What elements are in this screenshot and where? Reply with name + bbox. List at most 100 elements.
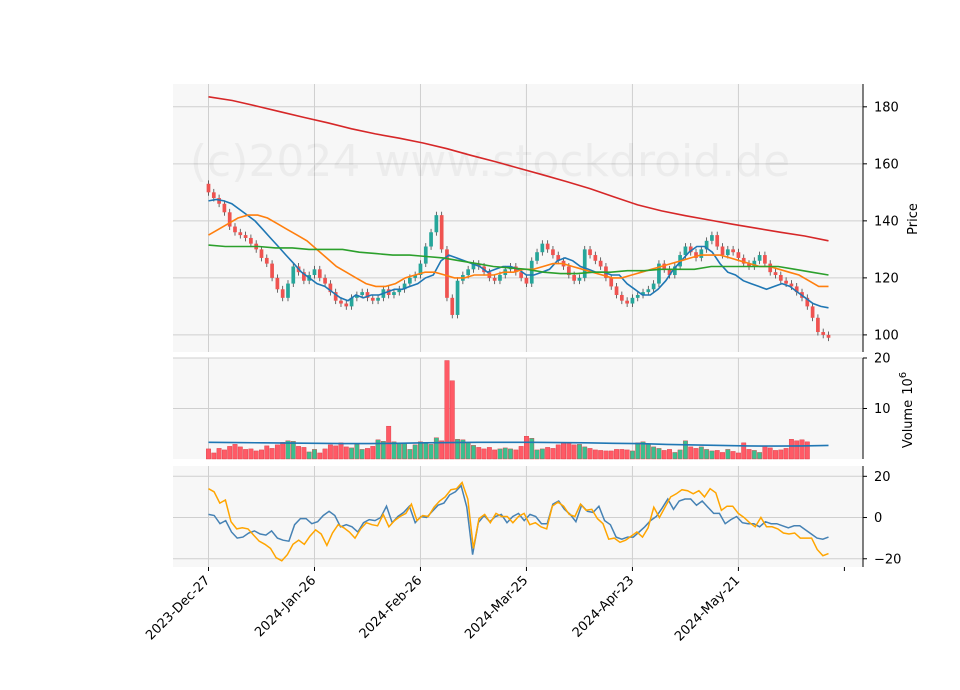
volume-axis-exponent: 6 (898, 372, 909, 378)
volume-bar (296, 446, 302, 460)
volume-bar (481, 448, 487, 460)
volume-bar (232, 444, 238, 460)
volume-bar (534, 449, 540, 460)
volume-bar (804, 441, 810, 460)
candle-body (588, 249, 592, 256)
volume-bar (502, 447, 508, 460)
oscillator-line (208, 481, 829, 562)
candle-body (217, 198, 221, 204)
candle-body (757, 255, 762, 261)
volume-bar (221, 449, 227, 460)
volume-axis-label: Volume 106 (898, 372, 916, 448)
volume-bar (730, 451, 736, 460)
volume-bar (343, 446, 349, 460)
volume-bar (216, 448, 222, 460)
volume-bar (799, 439, 805, 460)
volume-bar (767, 447, 773, 460)
candle-body (651, 283, 656, 290)
candle-body (418, 263, 423, 276)
volume-bar (725, 449, 731, 460)
volume-bar (206, 448, 211, 460)
candle-body (376, 297, 380, 301)
candle-body (333, 292, 338, 301)
volume-bar (227, 446, 233, 460)
candle-body (540, 243, 545, 253)
volume-bar (720, 452, 725, 460)
volume-bar (529, 438, 535, 460)
volume-bar (449, 380, 455, 460)
candle-body (619, 294, 624, 301)
candle-body (657, 263, 661, 284)
y-tick-label: 100 (874, 328, 899, 343)
volume-bar (746, 449, 752, 460)
candle-body (747, 263, 751, 267)
volume-bar (423, 443, 429, 460)
volume-bar (259, 449, 264, 460)
candle-body (429, 232, 433, 247)
volume-bar (656, 448, 662, 460)
volume-bar (545, 447, 551, 460)
volume-bar (635, 442, 641, 460)
candle-body (445, 249, 449, 298)
candle-body (725, 249, 730, 256)
candle-body (662, 263, 667, 270)
volume-bar (672, 452, 678, 460)
y-tick-label: 0 (874, 511, 882, 526)
candle-body (349, 297, 354, 307)
volume-bar (486, 447, 492, 460)
candle-body (789, 283, 794, 287)
candle-body (355, 294, 359, 298)
candle-body (593, 255, 598, 261)
volume-bar (338, 442, 344, 460)
y-tick-label: 160 (874, 157, 899, 172)
volume-bar (524, 436, 529, 460)
volume-bar (513, 449, 519, 460)
volume-axis-unit: 10 (901, 378, 916, 395)
volume-bar (237, 446, 243, 460)
price-axis-label: Price (906, 203, 921, 235)
volume-bar (465, 442, 471, 460)
volume-bar (359, 449, 365, 460)
volume-bar (608, 450, 614, 460)
volume-bar (555, 444, 561, 460)
y-tick-label: 120 (874, 271, 899, 286)
volume-bar (603, 450, 609, 460)
volume-bar (788, 439, 794, 460)
candle-body (810, 306, 815, 318)
candle-body (577, 277, 582, 281)
volume-bar (751, 450, 757, 460)
moving-average-line (208, 244, 829, 276)
candle-body (609, 277, 614, 287)
candle-body (598, 260, 603, 267)
candle-body (535, 252, 539, 261)
volume-bar (778, 449, 784, 460)
volume-bar (497, 448, 503, 460)
volume-bar (566, 442, 572, 460)
volume-bar (630, 450, 635, 460)
candle-body (704, 240, 709, 250)
candle-body (826, 334, 831, 338)
candle-body (816, 317, 820, 333)
x-tick-label: 2024-Feb-26 (357, 573, 426, 642)
candle-body (710, 235, 714, 241)
volume-bar (592, 449, 598, 460)
volume-bar (264, 445, 270, 460)
candle-body (529, 260, 534, 284)
volume-bar (735, 452, 741, 460)
oscillator-line (208, 484, 829, 555)
candle-body (259, 249, 264, 258)
candle-body (286, 283, 290, 298)
volume-bar (550, 448, 556, 460)
candle-body (413, 275, 418, 278)
volume-bar (741, 442, 747, 460)
candle-body (551, 249, 555, 256)
candle-body (683, 246, 688, 256)
volume-bar (582, 446, 588, 460)
volume-bar (667, 449, 672, 460)
candle-body (519, 272, 524, 278)
volume-bar (688, 446, 694, 460)
volume-bar (418, 441, 423, 460)
x-tick-label: 2024-Jan-26 (252, 573, 319, 640)
volume-bar (243, 449, 249, 460)
